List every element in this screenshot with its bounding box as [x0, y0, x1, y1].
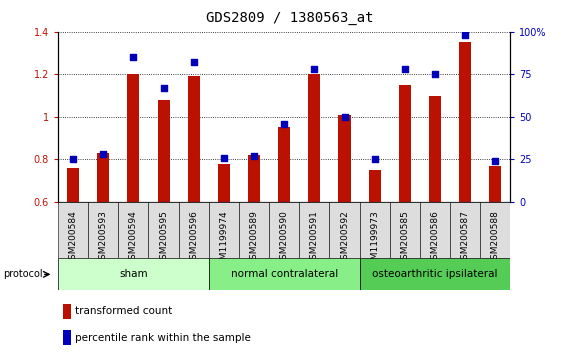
Bar — [188, 76, 200, 202]
Bar — [148, 202, 179, 258]
Point — [400, 67, 409, 72]
Text: GSM200584: GSM200584 — [68, 210, 78, 265]
Bar — [179, 202, 209, 258]
Text: transformed count: transformed count — [75, 306, 172, 316]
Point — [99, 152, 108, 157]
Bar — [339, 115, 350, 202]
Bar — [97, 153, 109, 202]
Bar — [158, 100, 169, 202]
Text: GSM200585: GSM200585 — [400, 210, 409, 265]
Bar — [118, 202, 148, 258]
Bar — [209, 202, 239, 258]
Bar — [58, 258, 209, 290]
Bar — [239, 202, 269, 258]
Bar — [63, 304, 71, 319]
Text: GSM200592: GSM200592 — [340, 210, 349, 265]
Text: GSM200591: GSM200591 — [310, 210, 319, 265]
Point — [370, 156, 379, 162]
Point — [219, 155, 229, 160]
Point — [430, 72, 440, 77]
Text: GSM1199974: GSM1199974 — [219, 210, 229, 271]
Text: GSM200593: GSM200593 — [99, 210, 108, 265]
Point — [189, 59, 198, 65]
Bar — [299, 202, 329, 258]
Point — [310, 67, 319, 72]
Bar — [459, 42, 471, 202]
Bar — [480, 202, 510, 258]
Text: GSM200589: GSM200589 — [249, 210, 259, 265]
Bar — [278, 127, 290, 202]
Bar — [420, 202, 450, 258]
Bar — [248, 155, 260, 202]
Text: GSM200594: GSM200594 — [129, 210, 138, 265]
Bar — [309, 74, 320, 202]
Point — [461, 33, 470, 38]
Text: GSM200595: GSM200595 — [159, 210, 168, 265]
Text: GSM1199973: GSM1199973 — [370, 210, 379, 271]
Point — [159, 85, 168, 91]
Bar — [209, 258, 360, 290]
Bar — [88, 202, 118, 258]
Point — [280, 121, 289, 126]
Bar — [63, 330, 71, 345]
Point — [340, 114, 349, 120]
Bar — [218, 164, 230, 202]
Text: osteoarthritic ipsilateral: osteoarthritic ipsilateral — [372, 269, 498, 279]
Point — [491, 158, 500, 164]
Bar — [269, 202, 299, 258]
Bar — [58, 202, 88, 258]
Bar — [360, 202, 390, 258]
Text: protocol: protocol — [3, 269, 42, 279]
Bar — [128, 74, 139, 202]
Point — [68, 156, 78, 162]
Text: GSM200587: GSM200587 — [461, 210, 470, 265]
Bar — [390, 202, 420, 258]
Bar — [369, 170, 380, 202]
Bar — [399, 85, 411, 202]
Bar — [490, 166, 501, 202]
Text: GSM200588: GSM200588 — [491, 210, 500, 265]
Bar — [450, 202, 480, 258]
Point — [249, 153, 259, 159]
Bar — [360, 258, 510, 290]
Text: GSM200596: GSM200596 — [189, 210, 198, 265]
Bar — [329, 202, 360, 258]
Text: GSM200590: GSM200590 — [280, 210, 289, 265]
Text: sham: sham — [119, 269, 148, 279]
Text: GSM200586: GSM200586 — [430, 210, 440, 265]
Point — [129, 55, 138, 60]
Text: GDS2809 / 1380563_at: GDS2809 / 1380563_at — [206, 11, 374, 25]
Text: percentile rank within the sample: percentile rank within the sample — [75, 333, 251, 343]
Bar — [67, 168, 79, 202]
Bar — [429, 96, 441, 202]
Text: normal contralateral: normal contralateral — [231, 269, 338, 279]
